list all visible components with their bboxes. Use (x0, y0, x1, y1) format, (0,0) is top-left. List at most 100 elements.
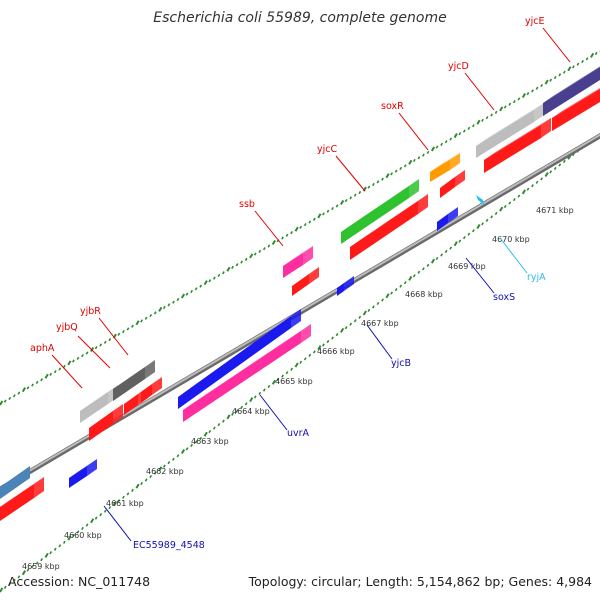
feature-bar-yjcC (350, 201, 418, 260)
feature-bar-ssb-pink-side (303, 246, 313, 265)
outer-tick-mark (572, 65, 575, 69)
inner-tick-mark (412, 274, 416, 278)
outer-tick-mark (508, 102, 512, 106)
gene-label-yjcD: yjcD (448, 61, 469, 72)
outer-tick-mark (553, 75, 557, 80)
outer-tick-mark (390, 172, 394, 176)
inner-tick-mark (40, 558, 44, 562)
outer-tick-mark (562, 70, 566, 74)
outer-tick-mark (140, 319, 144, 323)
inner-tick-mark (158, 466, 163, 472)
outer-tick-mark (422, 153, 425, 157)
gene-label-soxR: soxR (381, 101, 404, 112)
feature-bar-ssb-side (309, 267, 319, 284)
inner-tick-mark (317, 345, 322, 351)
outer-tick-mark (453, 133, 458, 139)
outer-tick-mark (472, 124, 475, 128)
inner-tick-mark (17, 575, 21, 579)
inner-tick-mark (76, 530, 80, 534)
inner-tick-mark (303, 357, 307, 361)
inner-tick-mark (90, 518, 95, 524)
outer-tick-mark (476, 119, 481, 125)
accession-text: Accession: NC_011748 (8, 574, 151, 589)
topology-summary: Topology: circular; Length: 5,154,862 bp… (248, 574, 592, 589)
outer-tick-mark (72, 359, 75, 363)
outer-tick-mark (44, 373, 49, 379)
inner-tick-mark (281, 374, 284, 378)
inner-tick-mark (453, 241, 458, 247)
inner-tick-mark (335, 332, 339, 337)
kbp-tick-label: 4661 kbp (106, 499, 144, 508)
outer-tick-mark (331, 206, 334, 211)
inner-tick-mark (126, 492, 130, 496)
inner-tick-mark (112, 500, 117, 506)
outer-tick-mark (62, 364, 66, 368)
gene-leader-line (366, 324, 393, 360)
inner-tick-mark (485, 218, 489, 222)
feature-bar-yjbR (141, 384, 152, 403)
outer-tick-mark (417, 156, 421, 160)
outer-tick-mark (258, 249, 262, 253)
inner-tick-mark (235, 409, 239, 413)
outer-tick-mark (490, 113, 494, 117)
kbp-tick-label: 4668 kbp (405, 290, 443, 299)
gene-leader-line (464, 72, 495, 111)
outer-tick-mark (458, 132, 462, 136)
feature-bar-EC55989_4548 (69, 466, 87, 488)
feature-bar-aphA-grey-top (80, 385, 118, 411)
outer-tick-mark (440, 142, 444, 147)
inner-tick-mark (331, 336, 334, 340)
outer-tick-mark (231, 265, 234, 270)
outer-tick-mark (399, 166, 403, 171)
inner-tick-mark (417, 270, 421, 274)
outer-tick-mark (35, 380, 39, 385)
feature-bar-soxR-orange (430, 160, 450, 182)
inner-tick-mark (0, 587, 4, 593)
inner-tick-mark (472, 229, 475, 233)
outer-tick-mark (353, 193, 357, 197)
outer-tick-mark (281, 236, 284, 240)
outer-tick-mark (222, 271, 225, 275)
inner-tick-mark (449, 246, 453, 250)
inner-tick-mark (394, 287, 398, 292)
outer-tick-mark (512, 100, 516, 104)
feature-bar-EC55989_4548-side (87, 459, 97, 476)
inner-tick-mark (3, 585, 7, 589)
inner-tick-mark (430, 258, 436, 264)
outer-tick-mark (540, 83, 544, 88)
outer-tick-mark (549, 78, 553, 82)
feature-bar-yjcC-side (418, 194, 428, 214)
outer-tick-mark (235, 263, 239, 267)
inner-tick-mark (131, 488, 134, 493)
outer-tick-mark (180, 293, 186, 299)
inner-tick-mark (294, 362, 299, 368)
outer-tick-mark (185, 292, 189, 296)
inner-tick-mark (162, 464, 166, 468)
outer-tick-mark (576, 62, 580, 66)
gene-label-yjcC: yjcC (317, 144, 337, 155)
inner-tick-mark (144, 478, 148, 482)
outer-tick-mark (117, 332, 121, 336)
feature-bar-aphA-side (113, 404, 123, 424)
outer-tick-mark (58, 367, 62, 371)
inner-tick-mark (499, 206, 504, 212)
inner-tick-mark (253, 395, 257, 399)
feature-bar-yjcE-purple-top (543, 66, 600, 103)
outer-tick-mark (12, 394, 16, 398)
inner-tick-mark (399, 284, 403, 288)
outer-tick-mark (531, 89, 534, 93)
outer-tick-mark (372, 182, 375, 187)
outer-tick-mark (0, 400, 4, 406)
outer-tick-mark (444, 140, 448, 144)
outer-tick-mark (435, 145, 439, 149)
inner-tick-mark (72, 533, 75, 538)
outer-tick-mark (126, 327, 130, 331)
feature-bar-left-blue (0, 466, 30, 499)
outer-tick-mark (194, 287, 198, 291)
label-layer: 4659 kbp 4660 kbp 4661 kbp 4662 kbp 4663 kbp… (22, 16, 574, 571)
inner-tick-mark (540, 177, 544, 181)
outer-tick-mark (308, 220, 312, 224)
outer-tick-mark (322, 212, 325, 216)
outer-tick-mark (167, 303, 171, 307)
outer-tick-mark (40, 378, 44, 382)
